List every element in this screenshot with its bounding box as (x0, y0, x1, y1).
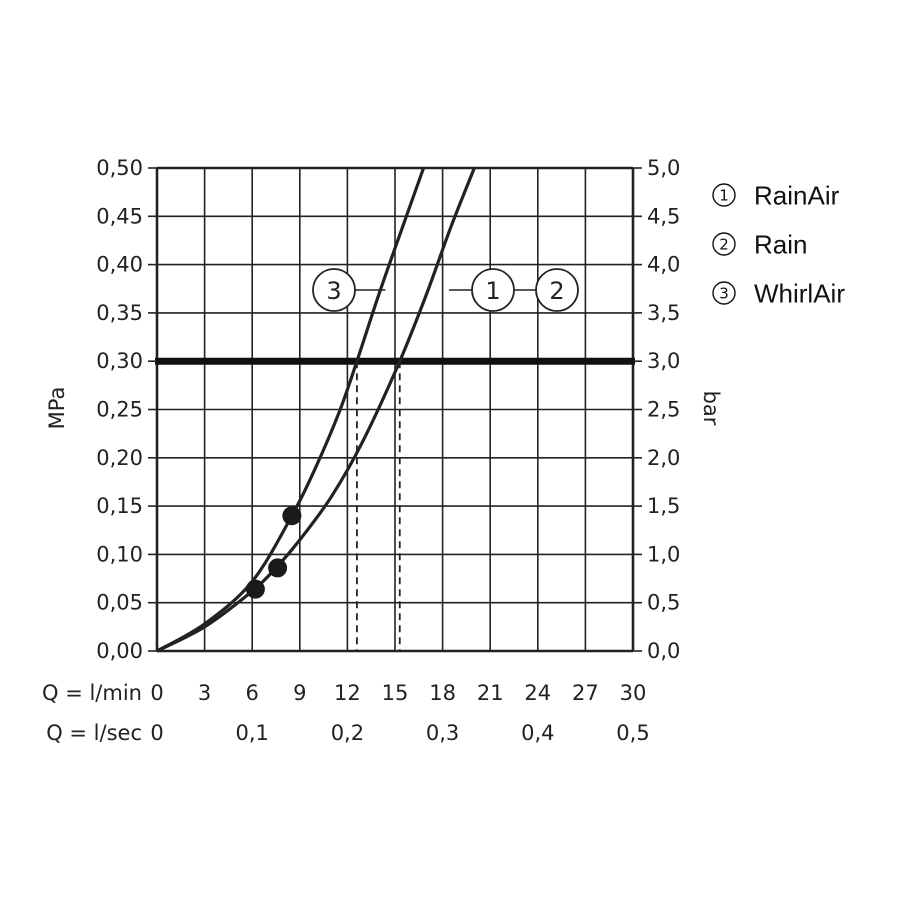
legend-label: RainAir (754, 181, 840, 211)
x-tick-label: 9 (293, 681, 306, 705)
x-tick-label: 18 (429, 681, 456, 705)
right-tick-label: 3,5 (647, 301, 680, 325)
x-tick-label: 30 (620, 681, 647, 705)
x-secondary-tick-label: 0 (150, 721, 163, 745)
left-tick-label: 0,05 (96, 591, 143, 615)
right-tick-label: 0,5 (647, 591, 680, 615)
x-secondary-tick-label: 0,1 (235, 721, 268, 745)
series-group (156, 167, 476, 653)
x-axis-ticks: 0 3 6 9 12 15 18 21 24 27 30 (150, 681, 646, 705)
right-axis-title: bar (699, 391, 723, 426)
legend-number: 2 (719, 236, 729, 254)
callout-circle (312, 268, 356, 312)
x-axis-secondary-ticks: 0 0,1 0,2 0,3 0,4 0,5 (150, 721, 649, 745)
x-tick-label: 15 (382, 681, 409, 705)
right-tick-label: 5,0 (647, 156, 680, 180)
left-tick-label: 0,40 (96, 253, 143, 277)
left-axis-ticks: 0,00 0,05 0,10 0,15 0,20 0,25 0,30 0,35 0,40 0,45… (96, 156, 157, 663)
right-tick-label: 2,5 (647, 398, 680, 422)
callout-label: 3 (326, 277, 341, 305)
left-tick-label: 0,15 (96, 494, 143, 518)
x-secondary-tick-label: 0,3 (426, 721, 459, 745)
legend-number: 3 (719, 285, 729, 303)
left-axis-title: MPa (45, 387, 69, 430)
right-tick-label: 1,5 (647, 494, 680, 518)
callout-circle (471, 268, 515, 312)
series-marker-1_2 (268, 558, 288, 578)
x-tick-label: 6 (246, 681, 259, 705)
x-secondary-tick-label: 0,4 (521, 721, 554, 745)
x-tick-label: 21 (477, 681, 504, 705)
right-tick-label: 3,0 (647, 349, 680, 373)
x-tick-label: 12 (334, 681, 361, 705)
series-callouts: 3 1 2 (312, 268, 579, 312)
callout-circle (535, 268, 579, 312)
legend-number-circle (712, 232, 736, 256)
right-tick-label: 2,0 (647, 446, 680, 470)
x-tick-label: 27 (572, 681, 599, 705)
left-tick-label: 0,50 (96, 156, 143, 180)
right-tick-label: 4,0 (647, 253, 680, 277)
left-tick-label: 0,35 (96, 301, 143, 325)
series-marker-1_2 (245, 579, 265, 599)
left-tick-label: 0,10 (96, 542, 143, 566)
right-tick-label: 1,0 (647, 542, 680, 566)
x-secondary-tick-label: 0,2 (331, 721, 364, 745)
series-line-3 (156, 167, 426, 653)
grid-lines (155, 166, 635, 653)
legend-number: 1 (719, 187, 729, 205)
x-tick-label: 24 (524, 681, 551, 705)
x-tick-label: 0 (150, 681, 163, 705)
x-tick-label: 3 (198, 681, 211, 705)
callout-label: 1 (485, 277, 500, 305)
left-tick-label: 0,30 (96, 349, 143, 373)
legend-label: Rain (754, 230, 807, 260)
series-marker-3 (282, 506, 302, 526)
left-tick-label: 0,45 (96, 204, 143, 228)
legend-label: WhirlAir (754, 279, 845, 309)
left-tick-label: 0,20 (96, 446, 143, 470)
left-tick-label: 0,25 (96, 398, 143, 422)
x-axis-secondary-title: Q = l/sec (46, 721, 142, 745)
legend: 1 RainAir 2 Rain 3 WhirlAir (712, 181, 845, 309)
right-tick-label: 4,5 (647, 204, 680, 228)
legend-number-circle (712, 281, 736, 305)
series-line-1_2 (156, 167, 476, 653)
legend-number-circle (712, 183, 736, 207)
x-axis-title: Q = l/min (42, 681, 142, 705)
right-axis-ticks: 0,0 0,5 1,0 1,5 2,0 2,5 3,0 3,5 4,0 4,5 5,0 (633, 156, 680, 663)
right-tick-label: 0,0 (647, 639, 680, 663)
callout-label: 2 (549, 277, 564, 305)
left-tick-label: 0,00 (96, 639, 143, 663)
x-secondary-tick-label: 0,5 (616, 721, 649, 745)
